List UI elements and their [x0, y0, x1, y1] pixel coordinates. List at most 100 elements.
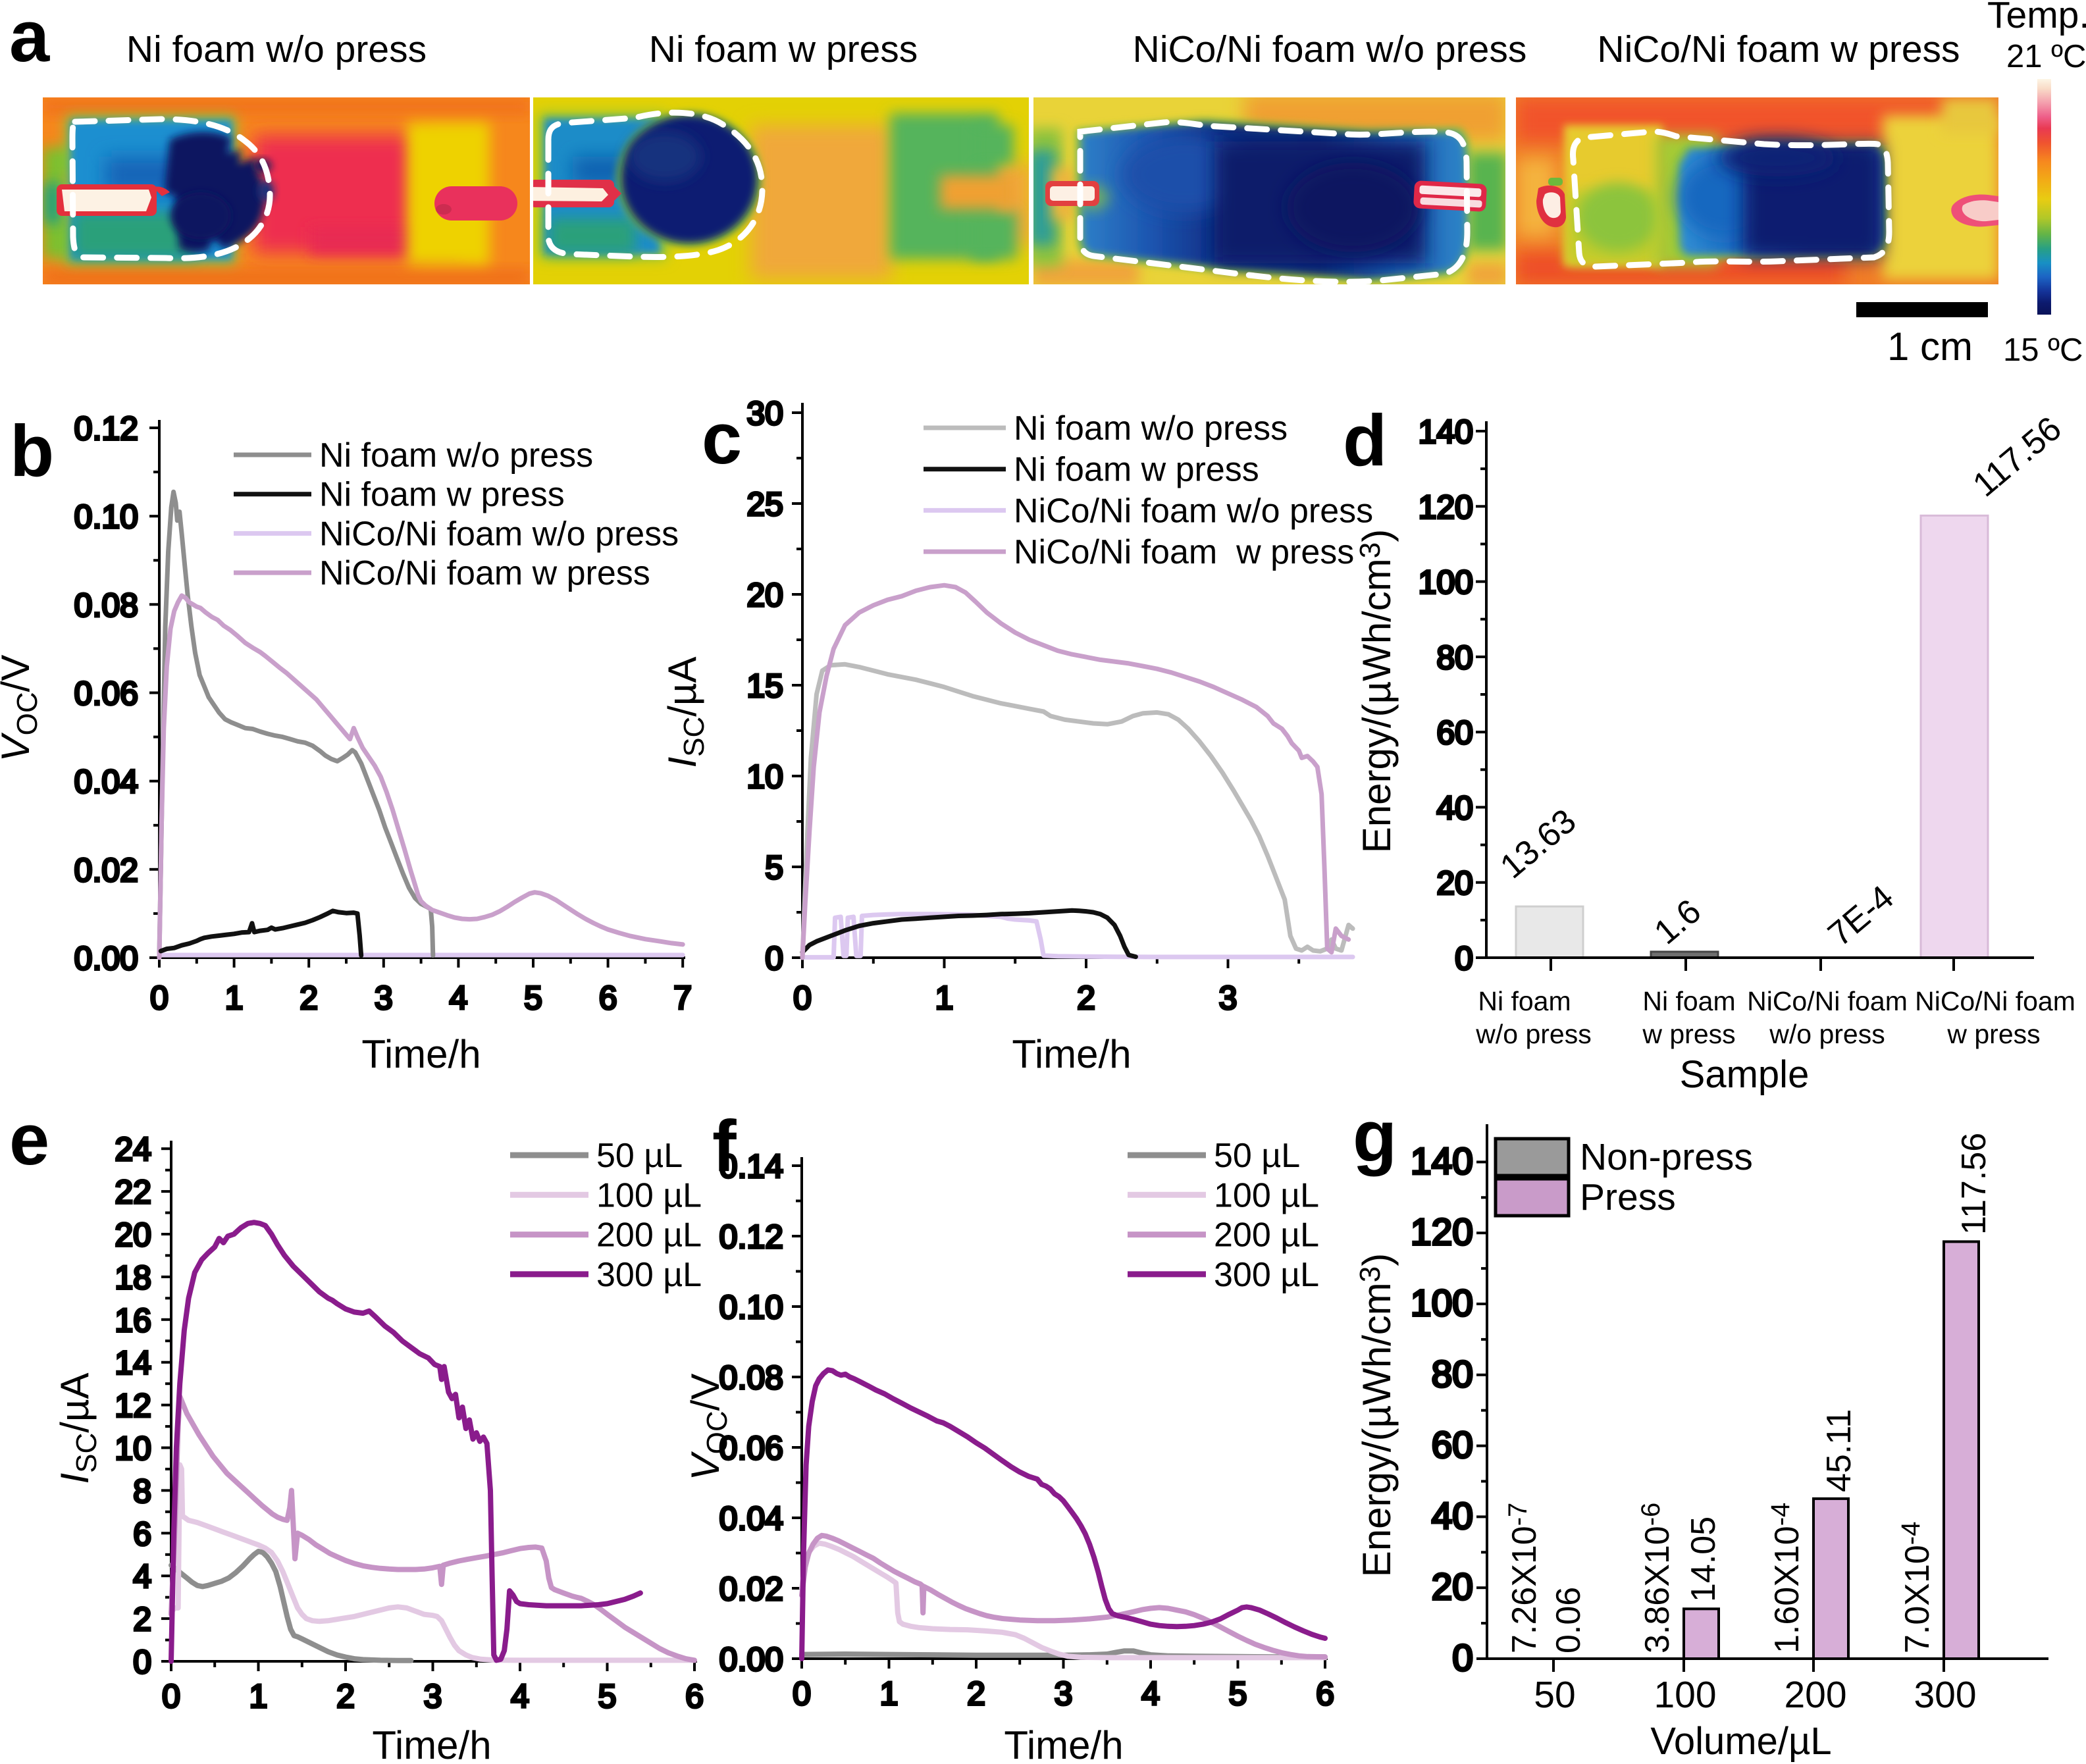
svg-text:4: 4 — [511, 1678, 529, 1715]
svg-text:2: 2 — [300, 979, 318, 1016]
svg-text:120: 120 — [1419, 488, 1473, 525]
svg-text:2: 2 — [133, 1601, 151, 1638]
svg-text:100 µL: 100 µL — [596, 1176, 702, 1214]
svg-text:3: 3 — [375, 979, 393, 1016]
svg-text:100: 100 — [1654, 1674, 1716, 1716]
svg-text:0.06: 0.06 — [74, 675, 138, 712]
svg-text:7.0X10-4: 7.0X10-4 — [1896, 1522, 1937, 1653]
svg-text:Time/h: Time/h — [361, 1032, 481, 1076]
svg-text:0: 0 — [1455, 940, 1473, 977]
svg-text:5: 5 — [1229, 1675, 1247, 1712]
svg-text:300: 300 — [1914, 1674, 1976, 1716]
svg-text:VOC/V: VOC/V — [0, 655, 43, 762]
svg-text:200 µL: 200 µL — [1214, 1216, 1319, 1255]
svg-text:2: 2 — [1077, 979, 1095, 1016]
svg-text:VOC/V: VOC/V — [683, 1374, 733, 1481]
svg-text:w/o press: w/o press — [1475, 1019, 1591, 1049]
svg-text:140: 140 — [1419, 413, 1473, 450]
svg-text:25: 25 — [746, 486, 783, 523]
svg-text:4: 4 — [133, 1558, 151, 1595]
svg-text:0: 0 — [765, 940, 783, 977]
svg-text:3: 3 — [1219, 979, 1238, 1016]
svg-text:18: 18 — [115, 1259, 151, 1296]
svg-text:Sample: Sample — [1680, 1053, 1810, 1096]
svg-text:0.08: 0.08 — [74, 586, 138, 623]
svg-text:20: 20 — [1436, 865, 1473, 902]
svg-text:Energy/(µWh/cm3): Energy/(µWh/cm3) — [1354, 529, 1399, 853]
svg-text:7.26X10-7: 7.26X10-7 — [1503, 1503, 1544, 1653]
svg-text:200 µL: 200 µL — [596, 1216, 702, 1255]
svg-text:Non-press: Non-press — [1580, 1136, 1753, 1178]
svg-text:80: 80 — [1436, 639, 1473, 676]
svg-text:14: 14 — [115, 1345, 151, 1382]
svg-text:8: 8 — [133, 1472, 151, 1509]
svg-text:ISC/µA: ISC/µA — [660, 656, 710, 767]
svg-text:NiCo/Ni foam w/o press: NiCo/Ni foam w/o press — [319, 515, 679, 553]
svg-text:60: 60 — [1436, 714, 1473, 751]
svg-text:1: 1 — [935, 979, 954, 1016]
svg-text:NiCo/Ni foam: NiCo/Ni foam — [1747, 986, 1908, 1016]
svg-text:w press: w press — [1946, 1019, 2040, 1049]
svg-text:22: 22 — [115, 1174, 151, 1210]
svg-text:1: 1 — [225, 979, 244, 1016]
svg-text:1: 1 — [880, 1675, 899, 1712]
svg-text:2: 2 — [336, 1678, 355, 1715]
svg-text:14.05: 14.05 — [1684, 1517, 1723, 1602]
svg-text:60: 60 — [1432, 1424, 1473, 1466]
svg-text:0: 0 — [162, 1678, 180, 1715]
svg-text:50 µL: 50 µL — [596, 1137, 683, 1175]
svg-text:0.06: 0.06 — [1550, 1587, 1588, 1653]
svg-text:Ni foam w press: Ni foam w press — [319, 476, 565, 514]
svg-text:ISC/µA: ISC/µA — [53, 1372, 103, 1484]
svg-text:40: 40 — [1432, 1495, 1473, 1537]
svg-text:10: 10 — [746, 758, 783, 795]
svg-text:6: 6 — [1316, 1675, 1334, 1712]
svg-text:0.10: 0.10 — [74, 498, 138, 535]
svg-text:0.06: 0.06 — [719, 1430, 783, 1466]
svg-text:3: 3 — [1055, 1675, 1073, 1712]
svg-text:w/o press: w/o press — [1769, 1019, 1885, 1049]
svg-text:0.00: 0.00 — [74, 940, 138, 977]
svg-text:300 µL: 300 µL — [596, 1256, 702, 1294]
svg-text:80: 80 — [1432, 1353, 1473, 1395]
svg-text:12: 12 — [115, 1388, 151, 1424]
svg-text:5: 5 — [598, 1678, 617, 1715]
svg-text:6: 6 — [133, 1515, 151, 1552]
svg-text:140: 140 — [1411, 1140, 1473, 1182]
svg-text:Time/h: Time/h — [372, 1723, 491, 1764]
svg-text:0.12: 0.12 — [74, 410, 138, 447]
svg-text:0: 0 — [1452, 1637, 1473, 1679]
svg-text:3: 3 — [424, 1678, 442, 1715]
svg-text:6: 6 — [685, 1678, 704, 1715]
svg-text:0.00: 0.00 — [719, 1641, 783, 1678]
svg-text:0: 0 — [793, 1675, 811, 1712]
svg-text:Energy/(µWh/cm3): Energy/(µWh/cm3) — [1354, 1253, 1399, 1577]
svg-text:50 µL: 50 µL — [1214, 1137, 1300, 1175]
svg-text:100: 100 — [1419, 564, 1473, 601]
svg-text:4: 4 — [449, 979, 467, 1016]
svg-text:45.11: 45.11 — [1820, 1409, 1858, 1492]
svg-text:20: 20 — [746, 577, 783, 613]
svg-text:2: 2 — [967, 1675, 985, 1712]
svg-text:0.08: 0.08 — [719, 1359, 783, 1396]
svg-text:0.02: 0.02 — [719, 1570, 783, 1607]
svg-text:30: 30 — [746, 395, 783, 432]
svg-text:NiCo/Ni foam w/o press: NiCo/Ni foam w/o press — [1014, 492, 1373, 530]
svg-text:40: 40 — [1436, 789, 1473, 826]
svg-text:NiCo/Ni foam: NiCo/Ni foam — [1915, 986, 2075, 1016]
svg-text:7: 7 — [673, 979, 692, 1016]
svg-text:0: 0 — [150, 979, 169, 1016]
svg-text:Press: Press — [1580, 1176, 1676, 1218]
svg-text:w press: w press — [1642, 1019, 1735, 1049]
svg-text:NiCo/Ni foam w press: NiCo/Ni foam w press — [1014, 533, 1354, 571]
svg-text:Ni foam: Ni foam — [1478, 986, 1571, 1016]
svg-text:6: 6 — [599, 979, 617, 1016]
svg-text:0.02: 0.02 — [74, 852, 138, 889]
svg-text:100 µL: 100 µL — [1214, 1176, 1319, 1214]
svg-text:0.04: 0.04 — [719, 1500, 783, 1537]
svg-text:24: 24 — [115, 1131, 151, 1168]
svg-text:15: 15 — [746, 667, 783, 704]
svg-text:4: 4 — [1141, 1675, 1160, 1712]
svg-text:0.12: 0.12 — [719, 1218, 783, 1255]
svg-text:1.60X10-4: 1.60X10-4 — [1766, 1503, 1806, 1653]
